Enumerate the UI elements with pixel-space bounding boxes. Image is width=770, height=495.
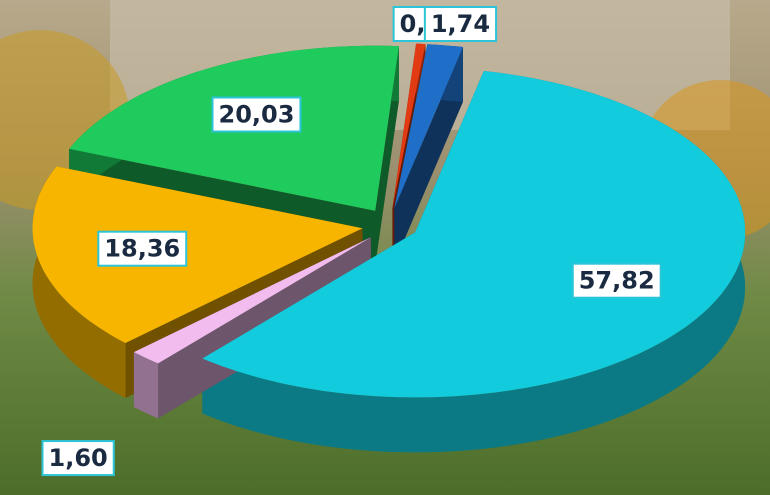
slice-outer-side xyxy=(134,352,158,418)
chart: 57,821,6018,3620,030,451,74 xyxy=(0,0,770,495)
data-label: 1,60 xyxy=(49,444,108,472)
data-label: 57,82 xyxy=(579,267,655,295)
data-label: 18,36 xyxy=(104,235,180,263)
data-label: 20,03 xyxy=(219,101,295,129)
data-label: 1,74 xyxy=(431,10,490,38)
